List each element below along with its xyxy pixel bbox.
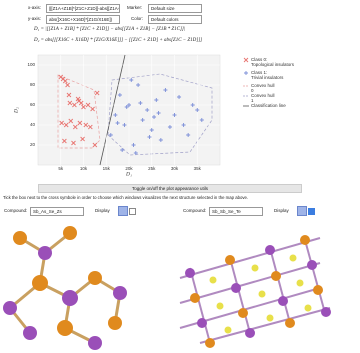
checkbox[interactable] <box>308 208 315 215</box>
label: Display <box>95 208 110 213</box>
x-tick-label: 5k <box>58 166 64 171</box>
toggle-button[interactable]: Toggle on/off the plot appearance utils <box>38 184 302 193</box>
y-tick-label: 80 <box>30 82 36 87</box>
label: Compound: <box>183 208 206 213</box>
display-icon[interactable] <box>297 206 307 216</box>
label: Compound: <box>4 208 27 213</box>
x-tick-label: 10k <box>80 166 88 171</box>
y-axis-title: D₂ <box>13 107 19 114</box>
x-tick-label: 25k <box>148 166 156 171</box>
structures <box>0 218 360 353</box>
legend-label: Classification line <box>251 103 286 108</box>
label: Display <box>274 208 289 213</box>
legend-marker <box>244 71 248 75</box>
page: x-axis: |[[Z1A+Z1B]*[Z1C+Z1D]]-abs[[Z1A+… <box>0 0 360 353</box>
legend-label: Class 1:Trivial insulators <box>251 70 284 80</box>
legend-label: Class 0:Topological insulators <box>251 57 295 67</box>
x-tick-label: 30k <box>171 166 179 171</box>
x-tick-label: 15k <box>103 166 111 171</box>
x-tick-label: 35k <box>194 166 202 171</box>
compound-input[interactable]: Sb_As_Se_Zs <box>30 207 84 216</box>
y-tick-label: 20 <box>30 142 36 147</box>
display-icon[interactable] <box>118 206 128 216</box>
y-tick-label: 100 <box>27 62 35 67</box>
y-tick-label: 40 <box>30 122 36 127</box>
x-axis-title: D₁ <box>125 171 132 177</box>
y-tick-label: 60 <box>30 102 36 107</box>
legend-marker <box>244 58 248 62</box>
x-tick-label: 20k <box>125 166 133 171</box>
plot: D₁ D₂ 20 40 60 80 100 5k 10k 15k 20k 25k 30k 35k Cla… <box>0 0 360 180</box>
compound-input[interactable]: Sb_Sb_Se_Te <box>209 207 263 216</box>
atoms <box>3 226 127 350</box>
checkbox[interactable] <box>129 208 136 215</box>
instruction: Tick the box next to the cross symbole i… <box>3 195 248 200</box>
